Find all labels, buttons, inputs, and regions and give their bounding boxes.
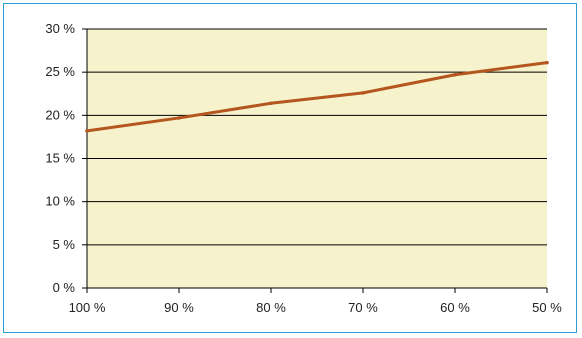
y-tick-label: 25 % — [45, 64, 75, 79]
y-tick-label: 15 % — [45, 151, 75, 166]
data-point — [361, 91, 365, 95]
data-point — [269, 101, 273, 106]
chart-frame: 0 % 5 % 10 % 15 % 20 % 25 % 30 % 100 % 90 % 80 %… — [3, 3, 577, 333]
series-line — [86, 61, 548, 133]
x-tick-label: 50 % — [532, 300, 562, 315]
axes — [86, 29, 547, 289]
y-tick-label: 30 % — [45, 21, 75, 36]
y-tick-label: 10 % — [45, 194, 75, 209]
x-tick-label: 90 % — [164, 300, 194, 315]
y-tick-label: 0 % — [53, 280, 76, 295]
x-tick-label: 60 % — [440, 300, 470, 315]
y-tick-label: 5 % — [53, 237, 76, 252]
line-chart: 0 % 5 % 10 % 15 % 20 % 25 % 30 % 100 % 90 % 80 %… — [45, 21, 563, 315]
x-tick-label: 100 % — [69, 300, 106, 315]
data-point — [453, 72, 457, 77]
series-layer — [85, 60, 549, 133]
x-tick-label: 70 % — [348, 300, 378, 315]
y-tick-label: 20 % — [45, 107, 75, 122]
x-axis-tick-labels: 100 % 90 % 80 % 70 % 60 % 50 % — [69, 300, 563, 315]
x-tick-label: 80 % — [256, 300, 286, 315]
data-point — [177, 116, 181, 120]
data-point — [545, 60, 549, 65]
y-axis-tick-labels: 0 % 5 % 10 % 15 % 20 % 25 % 30 % — [45, 21, 75, 295]
data-point — [85, 129, 89, 133]
